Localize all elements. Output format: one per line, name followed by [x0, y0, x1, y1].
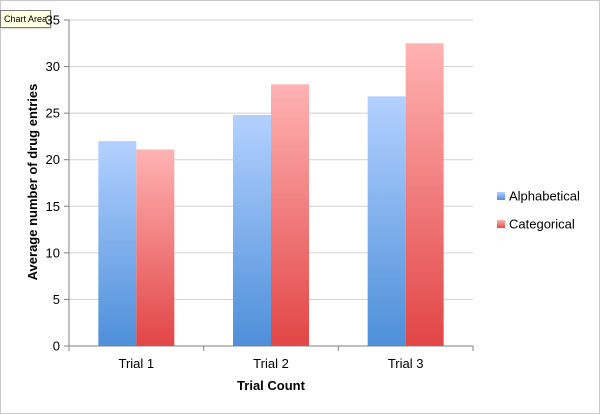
x-tick-label: Trial 1: [119, 356, 155, 371]
x-tick-label: Trial 3: [388, 356, 424, 371]
y-tick-label: 15: [46, 199, 60, 214]
y-tick-label: 30: [46, 59, 60, 74]
y-tick-label: 10: [46, 245, 60, 260]
bars: [98, 43, 444, 347]
bar-alphabetical-trial-1[interactable]: [98, 141, 137, 346]
x-tick-label: Trial 2: [253, 356, 289, 371]
legend: Alphabetical Categorical: [497, 189, 580, 232]
y-tick-label: 35: [46, 13, 60, 28]
y-tick-labels: 0 5 10 15 20 25 30 35: [46, 13, 69, 354]
bar-alphabetical-trial-2[interactable]: [233, 115, 271, 347]
x-tick-labels: Trial 1 Trial 2 Trial 3: [68, 346, 474, 371]
legend-label-alphabetical: Alphabetical: [509, 189, 580, 204]
x-axis-title: Trial Count: [237, 378, 306, 393]
y-tick-label: 0: [53, 339, 60, 354]
legend-label-categorical: Categorical: [509, 217, 575, 232]
legend-swatch-categorical: [497, 220, 505, 228]
bar-categorical-trial-2[interactable]: [271, 84, 309, 347]
y-axis-title: Average number of drug entries: [25, 84, 40, 281]
axes: [68, 20, 473, 347]
legend-swatch-alphabetical: [497, 192, 505, 200]
bar-categorical-trial-1[interactable]: [136, 149, 175, 346]
y-tick-label: 25: [46, 106, 60, 121]
y-tick-label: 20: [46, 152, 60, 167]
chart-area-tooltip: Chart Area: [0, 10, 52, 28]
bar-categorical-trial-3[interactable]: [405, 43, 444, 347]
bar-alphabetical-trial-3[interactable]: [367, 96, 406, 347]
y-tick-label: 5: [53, 292, 60, 307]
